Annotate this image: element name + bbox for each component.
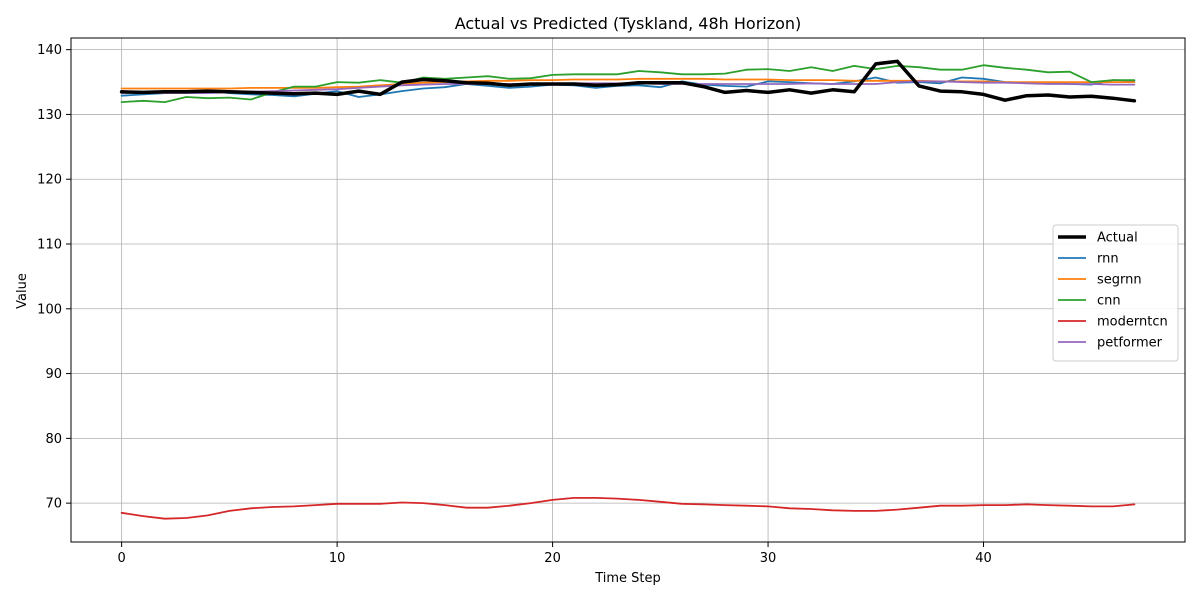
series-line-rnn [120, 76, 1136, 98]
legend-label-moderntcn: moderntcn [1097, 315, 1168, 330]
x-axis-label: Time Step [594, 571, 661, 586]
legend-label-actual: Actual [1097, 231, 1138, 246]
y-tick-label: 100 [37, 302, 62, 317]
legend: Actual rnn segrnn cnn moderntcn petformer [1052, 224, 1179, 362]
y-tick-label: 110 [37, 238, 62, 253]
x-tick-label: 20 [544, 551, 561, 566]
y-tick-label: 130 [37, 108, 62, 123]
series-line-moderntcn [120, 496, 1136, 520]
legend-label-segrnn: segrnn [1097, 273, 1142, 288]
x-tick-label: 30 [760, 551, 777, 566]
x-tick-label: 10 [329, 551, 346, 566]
x-tick-label: 40 [975, 551, 992, 566]
legend-label-rnn: rnn [1097, 252, 1119, 267]
legend-label-petformer: petformer [1097, 336, 1163, 351]
y-axis-label: Value [15, 273, 30, 309]
y-tick-label: 70 [45, 497, 62, 512]
plot-frame [70, 37, 1186, 543]
series-line-actual [119, 59, 1137, 103]
axis-ticks: 0 10 20 30 40 70 80 90 100 110 120 130 140 [37, 43, 992, 566]
chart-title: Actual vs Predicted (Tyskland, 48h Horiz… [455, 14, 802, 33]
grid [71, 38, 1185, 542]
legend-box [1052, 224, 1179, 362]
y-tick-label: 80 [45, 432, 62, 447]
y-tick-label: 90 [45, 367, 62, 382]
x-tick-label: 0 [117, 551, 125, 566]
legend-label-cnn: cnn [1097, 294, 1121, 309]
y-tick-label: 120 [37, 173, 62, 188]
series-lines [119, 59, 1137, 520]
series-line-cnn [120, 64, 1136, 103]
y-tick-label: 140 [37, 43, 62, 58]
